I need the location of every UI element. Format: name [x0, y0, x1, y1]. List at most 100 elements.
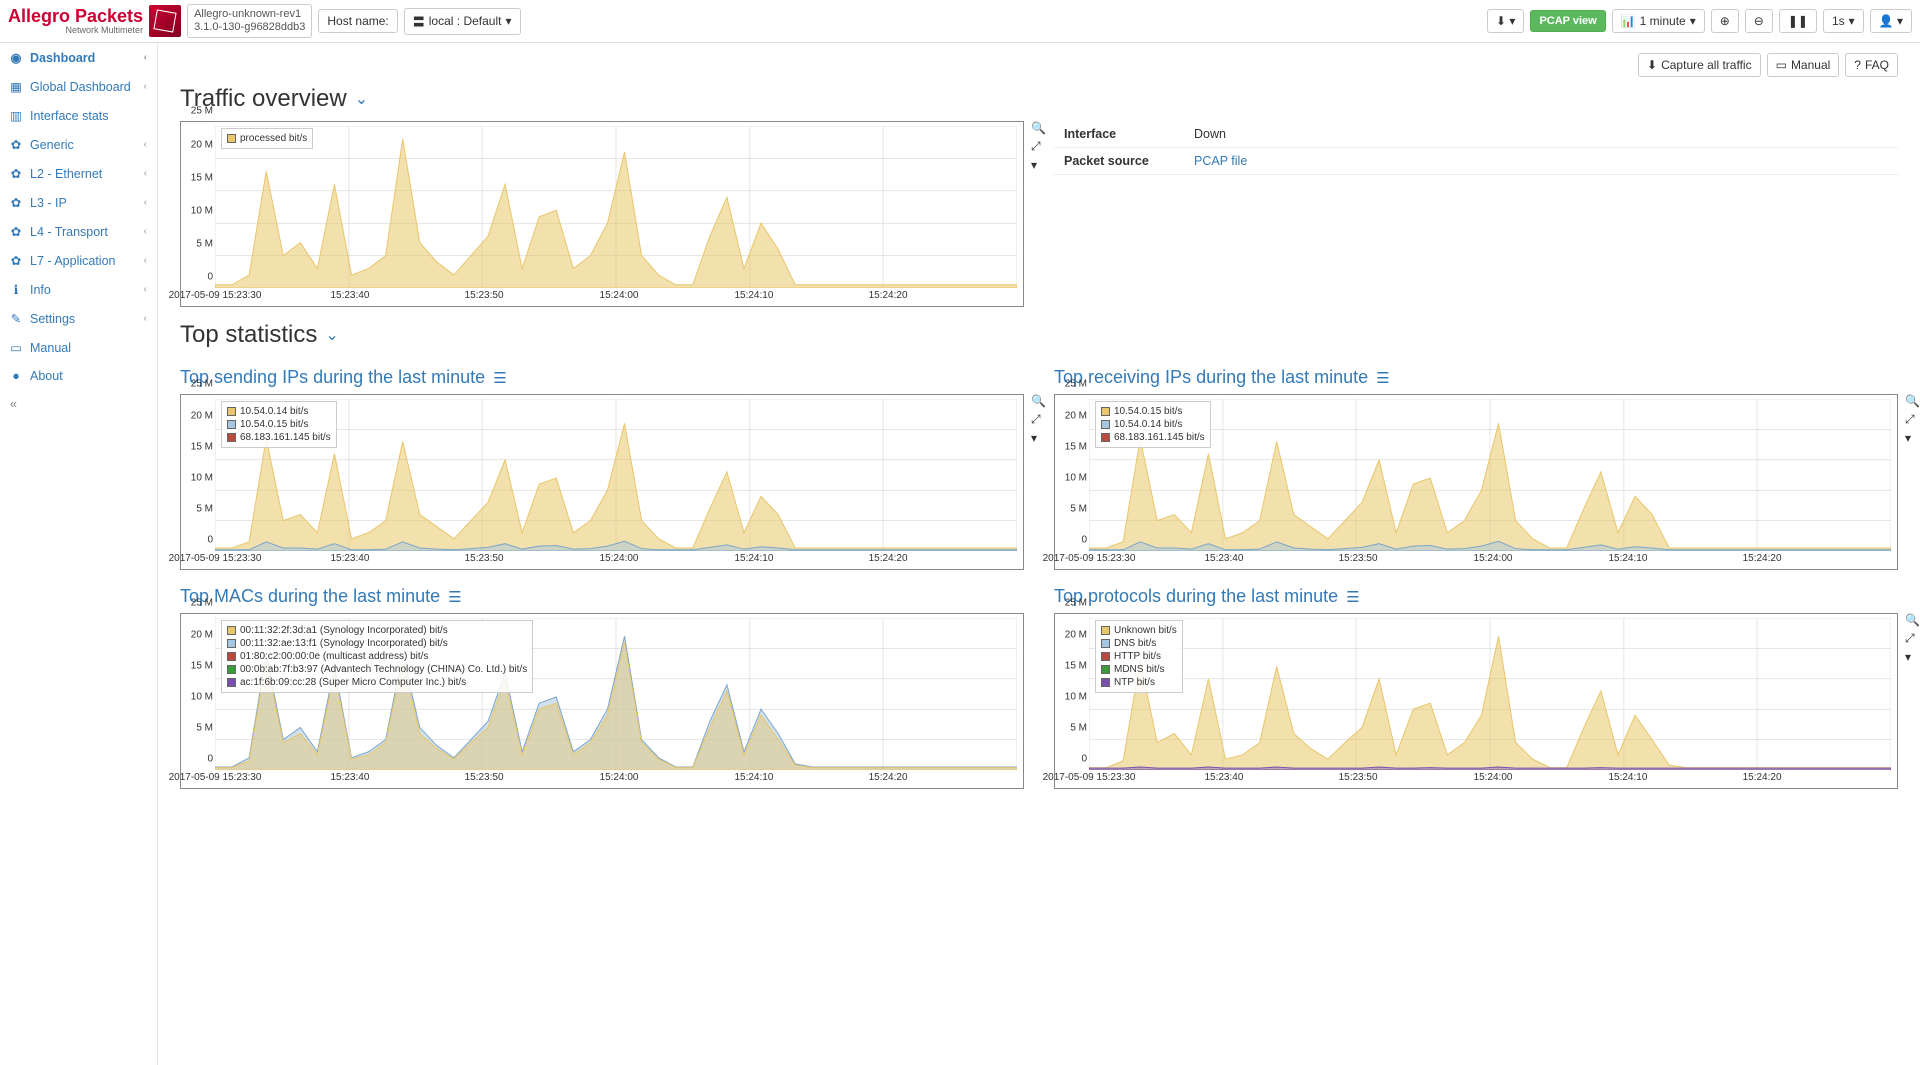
subhead-receiving[interactable]: Top receiving IPs during the last minute… — [1054, 367, 1898, 388]
info-key: Interface — [1054, 121, 1184, 148]
nav-icon: ✿ — [10, 195, 22, 210]
nav-icon: ▥ — [10, 108, 22, 123]
chevron-down-icon[interactable]: ⌄ — [355, 89, 368, 109]
sidebar-item-label: L4 - Transport — [30, 225, 108, 239]
sidebar-item-generic[interactable]: ✿ Generic ‹ — [0, 130, 157, 159]
nav-icon: ◉ — [10, 50, 22, 65]
sidebar-item-label: L3 - IP — [30, 196, 67, 210]
sidebar-item-label: Manual — [30, 341, 71, 355]
chart-traffic: 05 M10 M15 M20 M25 M2017-05-09 15:23:301… — [180, 121, 1024, 307]
chevron-left-icon: ‹ — [144, 81, 147, 92]
chart-expand-icon[interactable]: ▾ — [1031, 431, 1046, 445]
chevron-down-icon[interactable]: ⌄ — [325, 325, 338, 345]
sidebar-item-label: L7 - Application — [30, 254, 115, 268]
logo: Allegro Packets Network Multimeter — [8, 5, 181, 37]
chart-compress-icon[interactable]: ⤢ — [1031, 139, 1046, 154]
nav-icon: ▦ — [10, 79, 22, 94]
list-icon[interactable]: ☰ — [1346, 588, 1359, 606]
list-icon[interactable]: ☰ — [448, 588, 461, 606]
chart-compress-icon[interactable]: ⤢ — [1905, 631, 1920, 646]
nav-icon: ✿ — [10, 224, 22, 239]
info-row: Packet sourcePCAP file — [1054, 148, 1898, 175]
chevron-left-icon: ‹ — [144, 255, 147, 266]
chart-zoom-icon[interactable]: 🔍 — [1031, 121, 1046, 135]
nav-icon: ✎ — [10, 311, 22, 326]
time-range-button[interactable]: 📊 1 minute ▾ — [1612, 9, 1705, 33]
sidebar: ◉ Dashboard ‹ ▦ Global Dashboard ‹ ▥ Interface … — [0, 43, 158, 1065]
content: ⬇ Capture all traffic ▭ Manual ? FAQ Tra… — [158, 43, 1920, 1065]
sidebar-item-info[interactable]: ℹ Info ‹ — [0, 275, 157, 304]
nav-icon: ✿ — [10, 137, 22, 152]
chart-legend: 10.54.0.14 bit/s10.54.0.15 bit/s68.183.1… — [221, 401, 337, 448]
user-button[interactable]: 👤 ▾ — [1870, 9, 1912, 33]
nav-icon: ● — [10, 369, 22, 383]
chart-expand-icon[interactable]: ▾ — [1031, 158, 1046, 172]
manual-button[interactable]: ▭ Manual — [1767, 53, 1840, 77]
sidebar-item-global-dashboard[interactable]: ▦ Global Dashboard ‹ — [0, 72, 157, 101]
chevron-left-icon: ‹ — [144, 284, 147, 295]
info-value: Down — [1184, 121, 1898, 148]
chart-expand-icon[interactable]: ▾ — [1905, 431, 1920, 445]
hostname-button[interactable]: Host name: — [318, 9, 397, 33]
sidebar-item-label: L2 - Ethernet — [30, 167, 102, 181]
subhead-protocols[interactable]: Top protocols during the last minute ☰ — [1054, 586, 1898, 607]
chevron-left-icon: ‹ — [144, 139, 147, 150]
nav-icon: ℹ — [10, 282, 22, 297]
nav-icon: ▭ — [10, 340, 22, 355]
download-button[interactable]: ⬇ ▾ — [1487, 9, 1524, 33]
faq-button[interactable]: ? FAQ — [1845, 53, 1898, 77]
info-key: Packet source — [1054, 148, 1184, 175]
info-value[interactable]: PCAP file — [1184, 148, 1898, 175]
sidebar-item-label: Info — [30, 283, 51, 297]
sidebar-item-l2-ethernet[interactable]: ✿L2 - Ethernet‹ — [0, 159, 157, 188]
chart-legend: processed bit/s — [221, 128, 313, 149]
chart-zoom-icon[interactable]: 🔍 — [1905, 394, 1920, 408]
chart-legend: 00:11:32:2f:3d:a1 (Synology Incorporated… — [221, 620, 533, 693]
sidebar-item-l4-transport[interactable]: ✿ L4 - Transport ‹ — [0, 217, 157, 246]
list-icon[interactable]: ☰ — [493, 369, 506, 387]
logo-subtitle: Network Multimeter — [8, 25, 143, 35]
pause-button[interactable]: ❚❚ — [1779, 9, 1817, 33]
heading-traffic: Traffic overview ⌄ — [180, 85, 1898, 113]
sidebar-item-label: Dashboard — [30, 51, 95, 65]
sidebar-item-about[interactable]: ● About — [0, 362, 157, 390]
sidebar-item-manual[interactable]: ▭ Manual — [0, 333, 157, 362]
heading-topstats: Top statistics ⌄ — [180, 321, 1898, 349]
logo-text: Allegro Packets — [8, 7, 143, 25]
sidebar-item-l3-ip[interactable]: ✿ L3 - IP ‹ — [0, 188, 157, 217]
topbar: Allegro Packets Network Multimeter Alleg… — [0, 0, 1920, 43]
nav-icon: ✿ — [10, 253, 22, 268]
sidebar-collapse[interactable]: « — [0, 390, 157, 418]
chevron-left-icon: ‹ — [144, 313, 147, 324]
sidebar-item-interface-stats[interactable]: ▥ Interface stats — [0, 101, 157, 130]
sidebar-item-settings[interactable]: ✎Settings‹ — [0, 304, 157, 333]
sidebar-item-label: About — [30, 369, 63, 383]
chevron-left-icon: ‹ — [144, 226, 147, 237]
logo-icon — [149, 5, 181, 37]
refresh-button[interactable]: 1s ▾ — [1823, 9, 1864, 33]
sidebar-item-dashboard[interactable]: ◉ Dashboard ‹ — [0, 43, 157, 72]
list-icon[interactable]: ☰ — [1376, 369, 1389, 387]
chart-legend: 10.54.0.15 bit/s10.54.0.14 bit/s68.183.1… — [1095, 401, 1211, 448]
info-row: InterfaceDown — [1054, 121, 1898, 148]
capture-button[interactable]: ⬇ Capture all traffic — [1638, 53, 1761, 77]
subhead-sending[interactable]: Top sending IPs during the last minute ☰ — [180, 367, 1024, 388]
chart-expand-icon[interactable]: ▾ — [1905, 650, 1920, 664]
chart-zoom-icon[interactable]: 🔍 — [1031, 394, 1046, 408]
sidebar-item-l7-application[interactable]: ✿ L7 - Application ‹ — [0, 246, 157, 275]
local-selector[interactable]: 〓 local : Default ▾ — [404, 8, 521, 35]
subhead-macs[interactable]: Top MACs during the last minute ☰ — [180, 586, 1024, 607]
sidebar-item-label: Interface stats — [30, 109, 109, 123]
nav-icon: ✿ — [10, 166, 22, 181]
sidebar-item-label: Generic — [30, 138, 74, 152]
chart-compress-icon[interactable]: ⤢ — [1905, 412, 1920, 427]
chart-legend: Unknown bit/sDNS bit/sHTTP bit/sMDNS bit… — [1095, 620, 1183, 693]
pcap-view-button[interactable]: PCAP view — [1530, 10, 1605, 32]
chart-zoom-icon[interactable]: 🔍 — [1905, 613, 1920, 627]
chart-compress-icon[interactable]: ⤢ — [1031, 412, 1046, 427]
sidebar-item-label: Global Dashboard — [30, 80, 131, 94]
chevron-left-icon: ‹ — [144, 197, 147, 208]
zoom-out-button[interactable]: ⊖ — [1745, 9, 1773, 33]
zoom-in-button[interactable]: ⊕ — [1711, 9, 1739, 33]
chevron-left-icon: ‹ — [144, 52, 147, 63]
